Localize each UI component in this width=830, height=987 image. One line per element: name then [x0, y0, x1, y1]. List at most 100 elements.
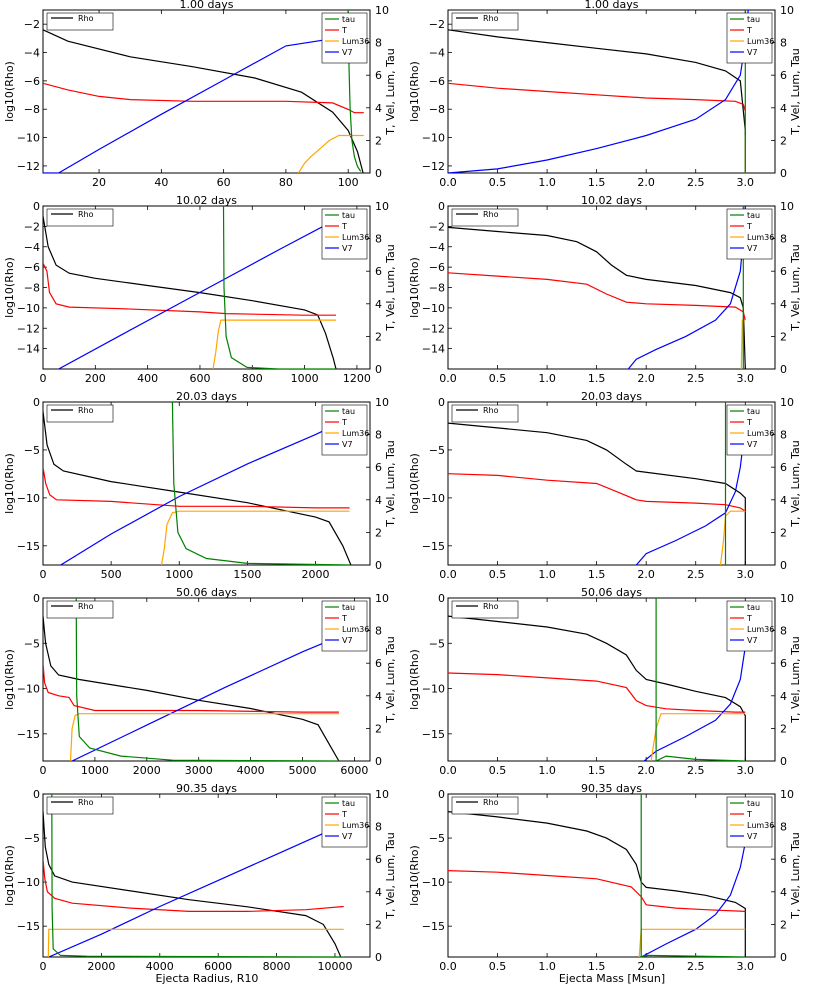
y-left-tick-label: −10 — [17, 132, 40, 145]
plot-frame — [447, 401, 776, 566]
series-line-v7 — [48, 824, 342, 957]
legend-right-box — [321, 796, 368, 848]
y-right-label: T, Vel, Lum, Tau — [789, 440, 802, 527]
series-line-t — [43, 859, 344, 913]
x-tick-label: 3.0 — [737, 176, 755, 189]
series-line-t — [448, 473, 746, 512]
legend-right-box — [726, 600, 773, 652]
y-right-tick-label: 8 — [375, 625, 382, 638]
x-tick-label: 0 — [40, 764, 47, 777]
series-line-rho — [448, 422, 746, 565]
y-right-label: T, Vel, Lum, Tau — [789, 832, 802, 919]
y-right-tick-label: 10 — [780, 396, 794, 409]
y-right-label: T, Vel, Lum, Tau — [384, 832, 397, 919]
y-right-tick-label: 8 — [780, 429, 787, 442]
legend-right: tau T Lum36 V7 — [321, 208, 369, 260]
series-line-lum36 — [160, 510, 350, 565]
legend-left-box — [451, 796, 519, 815]
y-left-tick-label: −4 — [24, 241, 40, 254]
y-left-tick-label: −8 — [429, 103, 445, 116]
x-tick-label: 1200 — [343, 372, 371, 385]
legend-label: Lum36 — [342, 37, 369, 46]
legend-label: Rho — [483, 602, 499, 611]
legend-label: T — [341, 222, 347, 231]
legend-label: V7 — [342, 244, 353, 253]
series-line-t — [448, 272, 746, 321]
x-tick-label: 1500 — [233, 568, 261, 581]
y-left-tick-label: −4 — [429, 47, 445, 60]
chart-panel: 20.03 days 0.0 0.5 1.0 1.5 2.0 2.5 3.0 0 −5 −10 −15… — [408, 390, 802, 581]
y-left-tick-label: −15 — [17, 728, 40, 741]
x-tick-label: 2000 — [133, 764, 161, 777]
series-line-tau — [222, 206, 336, 369]
series-group — [43, 598, 340, 761]
legend-right: tau T Lum36 V7 — [726, 404, 774, 456]
x-tick-label: 600 — [189, 372, 210, 385]
y-right-tick-label: 4 — [375, 494, 382, 507]
x-tick-label: 3.0 — [737, 960, 755, 973]
y-right-tick-label: 10 — [375, 788, 389, 801]
y-right-tick-label: 2 — [780, 918, 787, 931]
x-tick-label: 2.5 — [687, 960, 705, 973]
x-tick-label: 2.0 — [637, 372, 655, 385]
y-right-tick-label: 4 — [780, 494, 787, 507]
y-left-tick-label: −8 — [24, 282, 40, 295]
series-line-rho — [43, 216, 337, 369]
y-right-tick-label: 4 — [780, 690, 787, 703]
x-tick-label: 2.0 — [637, 960, 655, 973]
x-tick-label: 5000 — [289, 764, 317, 777]
y-right-tick-label: 10 — [780, 4, 794, 17]
series-group — [43, 402, 352, 565]
plot-frame — [42, 793, 371, 958]
shared-xlabel-right: Ejecta Mass [Msun] — [559, 972, 665, 985]
y-left-tick-label: −14 — [17, 343, 40, 356]
y-right-tick-label: 10 — [375, 4, 389, 17]
y-left-tick-label: −6 — [24, 261, 40, 274]
legend-label: Lum36 — [747, 625, 774, 634]
legend-label: Lum36 — [747, 429, 774, 438]
x-tick-label: 3000 — [185, 764, 213, 777]
plot-frame — [42, 597, 371, 762]
x-tick-label: 400 — [137, 372, 158, 385]
legend-left: Rho — [451, 208, 519, 227]
y-right-tick-label: 0 — [780, 755, 787, 768]
series-group — [43, 10, 364, 173]
y-left-tick-label: −4 — [429, 241, 445, 254]
y-left-tick-label: −5 — [24, 832, 40, 845]
y-left-tick-label: −6 — [429, 261, 445, 274]
y-left-label: log10(Rho) — [3, 649, 16, 710]
x-tick-label: 2.5 — [687, 372, 705, 385]
y-right-tick-label: 4 — [780, 298, 787, 311]
legend-label: T — [746, 810, 752, 819]
legend-label: V7 — [747, 832, 758, 841]
chart-title: 1.00 days — [180, 0, 234, 11]
series-group — [43, 206, 337, 369]
chart-panel: 20.03 days 0 500 1000 1500 2000 0 −5 −10 −15 0 2 4 6 8… — [3, 390, 397, 581]
series-line-t — [43, 82, 364, 114]
y-right-tick-label: 6 — [780, 853, 787, 866]
x-tick-label: 60 — [217, 176, 231, 189]
y-right-label: T, Vel, Lum, Tau — [384, 440, 397, 527]
plot-frame — [447, 205, 776, 370]
series-line-lum36 — [212, 319, 336, 369]
series-line-lum36 — [638, 928, 746, 957]
legend-right-box — [321, 404, 368, 456]
legend-right: tau T Lum36 V7 — [726, 796, 774, 848]
chart-panel: 1.00 days 0.0 0.5 1.0 1.5 2.0 2.5 3.0 −2 −4 −6 −8 −1… — [408, 0, 802, 189]
legend-label: V7 — [747, 244, 758, 253]
series-group — [448, 598, 751, 761]
legend-label: tau — [747, 407, 760, 416]
legend-label: tau — [747, 15, 760, 24]
x-tick-label: 1000 — [291, 372, 319, 385]
legend-label: tau — [342, 15, 355, 24]
y-right-tick-label: 10 — [780, 592, 794, 605]
legend-left: Rho — [46, 208, 114, 227]
y-right-tick-label: 10 — [780, 200, 794, 213]
series-line-t — [43, 262, 336, 316]
x-tick-label: 20 — [92, 176, 106, 189]
plot-frame — [447, 793, 776, 958]
y-right-tick-label: 2 — [780, 526, 787, 539]
legend-label: Rho — [78, 602, 94, 611]
y-right-tick-label: 0 — [375, 951, 382, 964]
